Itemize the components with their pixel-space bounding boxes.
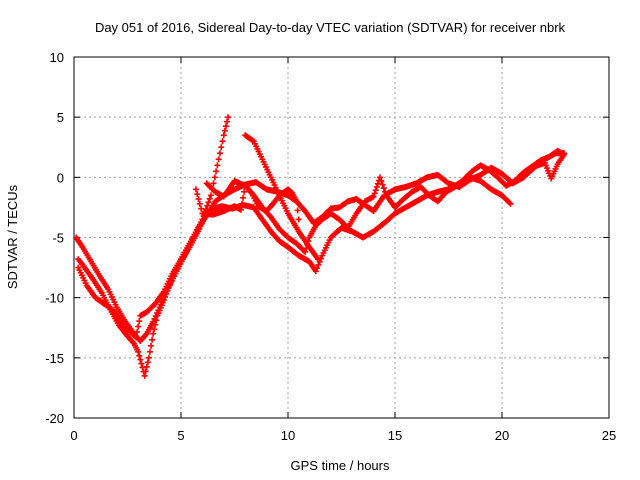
data-point <box>314 265 321 272</box>
data-point <box>312 268 319 275</box>
data-point <box>378 177 385 184</box>
data-point <box>207 192 214 199</box>
axis-ticks <box>73 56 610 419</box>
data-point <box>152 321 159 328</box>
data-point <box>204 202 211 209</box>
data-point <box>214 162 221 169</box>
x-tick-label: 20 <box>495 428 509 443</box>
data-point <box>377 174 384 181</box>
x-tick-label: 15 <box>388 428 402 443</box>
y-tick-label: -10 <box>45 291 64 306</box>
data-point <box>153 317 160 324</box>
data-point <box>216 150 223 157</box>
data-point <box>192 186 199 193</box>
chart-title: Day 051 of 2016, Sidereal Day-to-day VTE… <box>95 20 566 35</box>
data-point <box>135 348 142 355</box>
y-tick-label: -15 <box>45 351 64 366</box>
data-point <box>137 356 144 363</box>
data-point <box>150 330 157 337</box>
data-point <box>194 191 201 198</box>
data-point <box>221 127 228 134</box>
data-point <box>211 174 218 181</box>
data-point <box>224 118 231 125</box>
data-point <box>149 336 156 343</box>
grid-lines <box>74 57 609 418</box>
series-track-f <box>242 132 321 263</box>
data-point <box>136 352 143 359</box>
y-tick-label: 10 <box>50 50 64 65</box>
x-axis-label: GPS time / hours <box>291 458 390 473</box>
x-tick-label: 25 <box>602 428 616 443</box>
x-tick-labels: 0 5 10 15 20 25 <box>70 428 616 443</box>
data-point <box>379 181 386 188</box>
data-markers <box>73 114 568 379</box>
data-point <box>136 318 143 325</box>
data-point <box>146 348 153 355</box>
data-point <box>220 132 227 139</box>
data-point <box>205 199 212 206</box>
data-point <box>380 185 387 192</box>
data-point <box>142 368 149 375</box>
data-point <box>374 180 381 187</box>
y-tick-label: 0 <box>57 170 64 185</box>
data-point <box>160 297 167 304</box>
y-tick-labels: -20 -15 -10 -5 0 5 10 <box>45 50 64 426</box>
data-point <box>314 256 321 263</box>
data-point <box>288 189 295 196</box>
series-track-d <box>203 147 568 255</box>
y-axis-label: SDTVAR / TECUs <box>5 184 20 289</box>
data-point <box>144 359 151 366</box>
data-point <box>237 206 244 213</box>
data-point <box>196 200 203 207</box>
data-point <box>206 195 213 202</box>
data-point <box>507 200 514 207</box>
data-point <box>215 156 222 163</box>
data-point <box>141 372 148 379</box>
data-point <box>148 342 155 349</box>
data-point <box>151 326 158 333</box>
data-point <box>295 216 302 223</box>
data-point <box>238 200 245 207</box>
data-point <box>240 194 247 201</box>
data-point <box>222 123 229 130</box>
data-point <box>133 334 140 341</box>
data-point <box>371 190 378 197</box>
data-point <box>561 151 568 158</box>
data-point <box>293 198 300 205</box>
data-point <box>373 183 380 190</box>
series-track-g <box>520 151 568 182</box>
data-point <box>219 138 226 145</box>
data-point <box>225 114 232 121</box>
data-point <box>143 363 150 370</box>
data-point <box>210 180 217 187</box>
data-point <box>135 323 142 330</box>
data-point <box>145 354 152 361</box>
data-point <box>138 360 145 367</box>
data-point <box>218 144 225 151</box>
data-point <box>294 207 301 214</box>
y-tick-label: -20 <box>45 411 64 426</box>
y-tick-label: 5 <box>57 110 64 125</box>
x-tick-label: 10 <box>281 428 295 443</box>
series-track-c <box>75 150 568 341</box>
data-point <box>302 248 309 255</box>
data-point <box>241 188 248 195</box>
data-point <box>195 195 202 202</box>
y-tick-label: -5 <box>52 231 64 246</box>
data-point <box>198 205 205 212</box>
data-point <box>372 187 379 194</box>
x-tick-label: 5 <box>177 428 184 443</box>
data-point <box>213 168 220 175</box>
data-point <box>370 193 377 200</box>
x-tick-label: 0 <box>70 428 77 443</box>
data-point <box>134 328 141 335</box>
data-point <box>315 261 322 268</box>
series-track-b <box>75 174 514 379</box>
data-point <box>382 188 389 195</box>
